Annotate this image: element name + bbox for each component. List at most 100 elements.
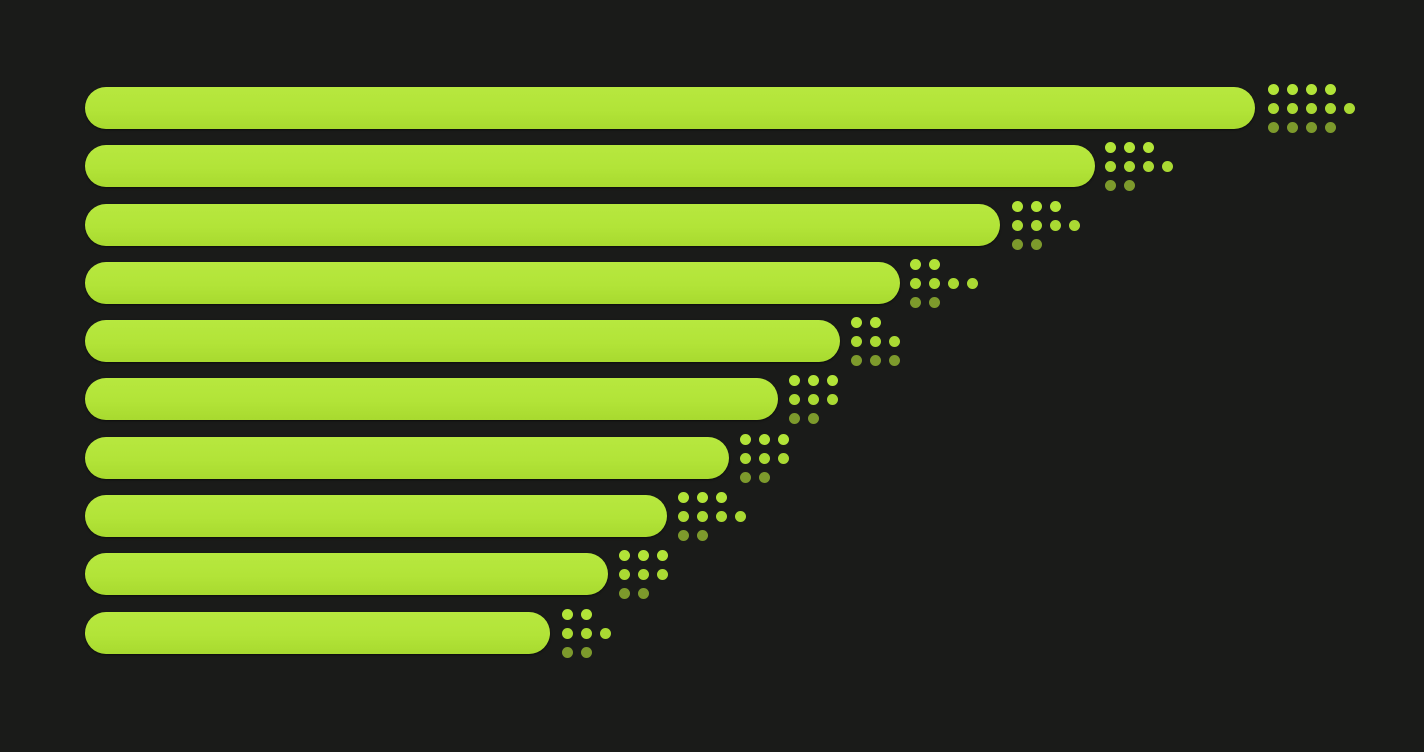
dot [870,355,881,366]
dot [1325,84,1336,95]
dot [910,297,921,308]
dot [1325,103,1336,114]
dot [1012,220,1023,231]
dot-grid-row [910,278,986,289]
dot-grid-row [851,336,908,347]
dot [1050,220,1061,231]
dot-grid-row [678,530,716,541]
dot [716,492,727,503]
dot-grid-row [562,647,600,658]
dot-grid-row [789,394,846,405]
dot [1124,142,1135,153]
dot [889,355,900,366]
dot [697,492,708,503]
dot-grid-row [851,355,908,366]
bar[interactable] [85,437,729,479]
dot-grid-row [1105,180,1143,191]
dot [562,609,573,620]
bar[interactable] [85,553,608,595]
dot [581,628,592,639]
bar[interactable] [85,495,667,537]
dot [778,434,789,445]
dot [1012,201,1023,212]
dot-grid-row [1105,161,1181,172]
dot [1287,103,1298,114]
dot [1012,239,1023,250]
dot [851,317,862,328]
bar[interactable] [85,262,900,304]
dot [678,530,689,541]
dot [789,413,800,424]
dot-grid-row [1105,142,1162,153]
dot [1306,122,1317,133]
dot [1287,122,1298,133]
dot [808,394,819,405]
bar[interactable] [85,320,840,362]
dot-grid-row [619,550,676,561]
dot [1268,122,1279,133]
dot [929,259,940,270]
dot [1306,103,1317,114]
dot-grid-row [789,413,827,424]
dot [778,453,789,464]
dot [562,647,573,658]
dot [889,336,900,347]
dot-grid-row [1268,103,1363,114]
dot [1031,220,1042,231]
dot [1031,239,1042,250]
dot-grid-row [562,628,619,639]
dot [759,472,770,483]
dot-grid-row [740,453,797,464]
dot [759,453,770,464]
dot-grid-row [1012,220,1088,231]
dot [851,355,862,366]
dot-grid-row [740,472,778,483]
dot [1050,201,1061,212]
dot [619,550,630,561]
dot [740,453,751,464]
bar[interactable] [85,612,550,654]
dot-grid-row [1012,201,1069,212]
dot [619,588,630,599]
dot [827,375,838,386]
dot [1105,161,1116,172]
dot [870,336,881,347]
dot [600,628,611,639]
dot [870,317,881,328]
dot [1287,84,1298,95]
dot [1105,180,1116,191]
dot-grid-row [740,434,797,445]
bar[interactable] [85,378,778,420]
dot [657,550,668,561]
dot [740,472,751,483]
dot [948,278,959,289]
dot [789,375,800,386]
dot [697,511,708,522]
dot [1031,201,1042,212]
dot-grid-row [1268,122,1344,133]
dot [740,434,751,445]
bar[interactable] [85,145,1095,187]
dot [1268,103,1279,114]
dot-grid-row [851,317,889,328]
dot [789,394,800,405]
dot [808,375,819,386]
dot [678,492,689,503]
dot [910,259,921,270]
dot [735,511,746,522]
dot [808,413,819,424]
bar[interactable] [85,87,1255,129]
dot [1069,220,1080,231]
dot [1143,161,1154,172]
dot [1162,161,1173,172]
dot-grid-row [910,297,948,308]
dot-grid-row [789,375,846,386]
dot [851,336,862,347]
dot [1306,84,1317,95]
dot [1124,180,1135,191]
dot-grid-row [1268,84,1344,95]
bar[interactable] [85,204,1000,246]
dot-grid-row [619,588,657,599]
